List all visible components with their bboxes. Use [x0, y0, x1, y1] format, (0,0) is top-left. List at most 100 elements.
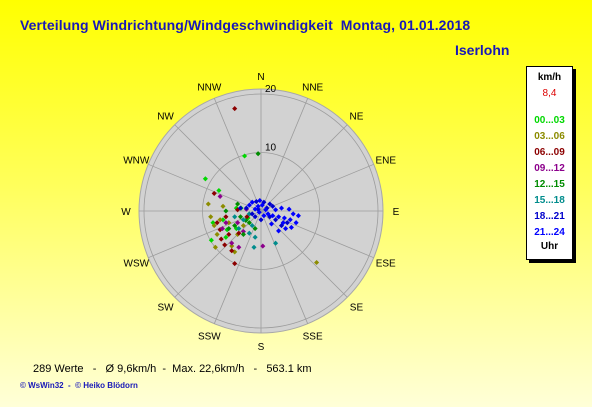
wind-point-7-15	[276, 228, 282, 234]
legend-time-label: Uhr	[540, 241, 559, 252]
wind-point-5-4	[246, 230, 252, 236]
wind-point-2-7	[229, 248, 235, 254]
rose-spoke-NNE	[260, 98, 309, 212]
wind-point-1-1	[217, 217, 223, 223]
wind-point-3-3	[240, 228, 246, 235]
rose-spoke-SSW	[213, 210, 262, 324]
wind-point-1-0	[205, 201, 211, 207]
direction-label-NE: NE	[350, 112, 364, 123]
direction-label-S: S	[258, 342, 265, 353]
direction-label-NW: NW	[157, 112, 174, 123]
wind-point-6-2	[243, 205, 249, 211]
wind-point-7-8	[281, 215, 287, 221]
wind-point-5-3	[246, 211, 252, 217]
direction-label-E: E	[393, 207, 400, 218]
wind-point-4-7	[223, 208, 229, 214]
wind-point-2-1	[211, 190, 217, 196]
wind-point-1-11	[226, 220, 232, 226]
wind-point-4-9	[235, 201, 241, 207]
direction-label-ENE: ENE	[375, 155, 396, 166]
wind-point-2-10	[232, 261, 238, 267]
wind-point-7-0	[259, 202, 265, 208]
legend-value: 8,4	[542, 88, 557, 99]
direction-label-SSE: SSE	[303, 332, 323, 343]
wind-point-0-1	[216, 187, 222, 194]
wind-point-7-17	[261, 213, 267, 219]
legend-range-5: 15...18	[534, 195, 565, 206]
wind-point-1-9	[314, 259, 320, 266]
direction-label-WSW: WSW	[124, 259, 150, 270]
wind-point-7-11	[290, 211, 296, 217]
wind-point-0-0	[202, 176, 208, 182]
legend-range-6: 18...21	[534, 211, 565, 222]
wind-point-5-5	[251, 244, 257, 250]
wind-point-3-1	[223, 220, 229, 226]
direction-label-W: W	[121, 207, 131, 218]
direction-label-N: N	[257, 72, 264, 83]
wind-point-3-7	[219, 226, 225, 232]
location-label: Iserlohn	[455, 42, 510, 58]
wind-point-4-4	[226, 226, 232, 232]
speed-legend: km/h 8,4 00...03 03...06 06...09 09...12 12.…	[526, 66, 573, 260]
rose-spoke-SE	[260, 210, 348, 298]
wind-point-5-0	[240, 217, 246, 223]
wind-point-1-5	[240, 223, 246, 229]
wind-point-1-10	[208, 214, 214, 220]
direction-label-SSW: SSW	[198, 332, 221, 343]
wind-point-3-8	[236, 244, 242, 250]
wind-point-0-6	[223, 234, 229, 240]
wind-point-0-4	[208, 237, 214, 243]
direction-label-WNW: WNW	[123, 155, 150, 166]
rose-spoke-NW	[174, 124, 262, 212]
wind-point-4-1	[237, 214, 244, 220]
rose-spoke-SW	[174, 210, 262, 298]
legend-range-4: 12...15	[534, 179, 565, 190]
wind-point-2-6	[218, 236, 224, 242]
wind-point-1-8	[212, 244, 218, 250]
wind-point-6-9	[237, 205, 244, 211]
wind-point-7-18	[249, 199, 255, 205]
direction-label-NNW: NNW	[197, 82, 221, 93]
wind-point-2-3	[226, 231, 232, 237]
legend-range-2: 06...09	[534, 147, 565, 158]
rose-spoke-ENE	[260, 163, 374, 212]
wind-point-5-7	[236, 226, 242, 232]
wind-point-2-0	[232, 106, 238, 112]
wind-point-1-4	[214, 231, 220, 237]
rose-spoke-SSE	[260, 210, 309, 324]
wind-point-7-22	[257, 197, 263, 204]
legend-range-1: 03...06	[534, 131, 565, 142]
ring-label-10: 10	[265, 143, 277, 154]
wind-point-5-1	[249, 223, 255, 229]
wind-point-2-2	[223, 214, 229, 220]
wind-point-7-13	[246, 202, 252, 208]
wind-point-1-6	[220, 203, 226, 209]
wind-point-4-3	[246, 220, 252, 226]
wind-point-0-8	[242, 153, 248, 159]
wind-point-6-14	[267, 201, 273, 207]
wind-point-7-21	[295, 213, 301, 219]
direction-label-ESE: ESE	[376, 259, 396, 270]
legend-range-3: 09...12	[534, 163, 565, 174]
wind-point-6-11	[258, 217, 264, 223]
legend-range-7: 21...24	[534, 227, 565, 238]
rose-spoke-NE	[260, 124, 348, 212]
wind-point-1-3	[229, 243, 235, 249]
copyright: © WsWin32 - © Heiko Blödorn	[20, 381, 138, 390]
wind-point-2-5	[236, 230, 242, 236]
ring-label-20: 20	[265, 84, 277, 95]
chart-title: Verteilung Windrichtung/Windgeschwindigk…	[20, 17, 471, 33]
legend-range-0: 00...03	[534, 115, 565, 126]
legend-unit: km/h	[537, 72, 562, 83]
wind-point-5-2	[232, 214, 238, 220]
wind-point-6-1	[249, 211, 255, 217]
direction-label-SW: SW	[157, 302, 174, 313]
wind-point-6-8	[284, 220, 290, 226]
rose-spoke-NNW	[213, 98, 262, 212]
direction-label-SE: SE	[350, 302, 364, 313]
wind-point-1-2	[211, 223, 217, 229]
stats-line: 289 Werte - Ø 9,6km/h - Max. 22,6km/h - …	[33, 363, 312, 375]
direction-label-NNE: NNE	[302, 82, 323, 93]
wind-point-2-9	[222, 242, 228, 248]
